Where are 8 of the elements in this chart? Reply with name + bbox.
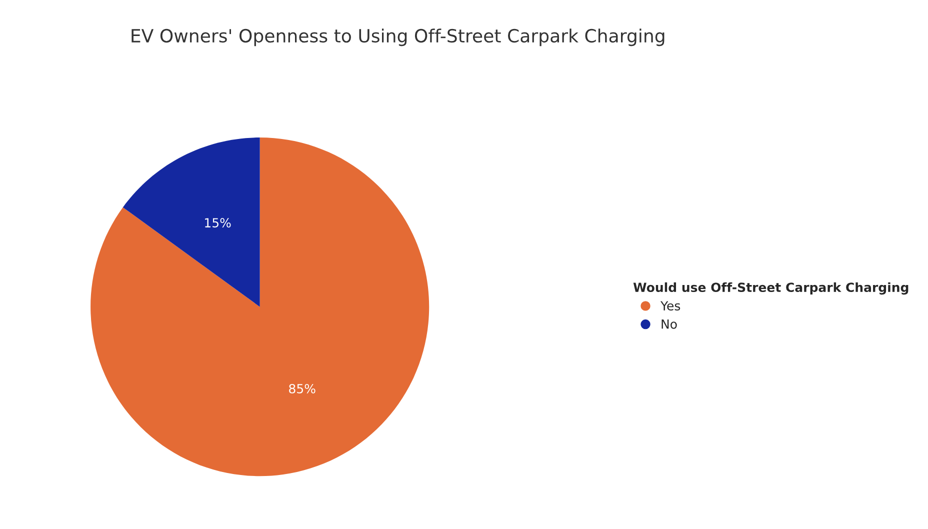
chart-title: EV Owners' Openness to Using Off-Street Carpark Charging — [132, 28, 664, 46]
data-label: 15% — [205, 218, 231, 228]
legend-label: No — [662, 320, 677, 329]
data-label: 85% — [289, 384, 316, 394]
pie-slice — [122, 138, 260, 307]
pie-slice — [90, 138, 430, 476]
legend-label: Yes — [660, 301, 680, 310]
legend-title: Would use Off-Street Carpark Charging — [633, 282, 908, 295]
